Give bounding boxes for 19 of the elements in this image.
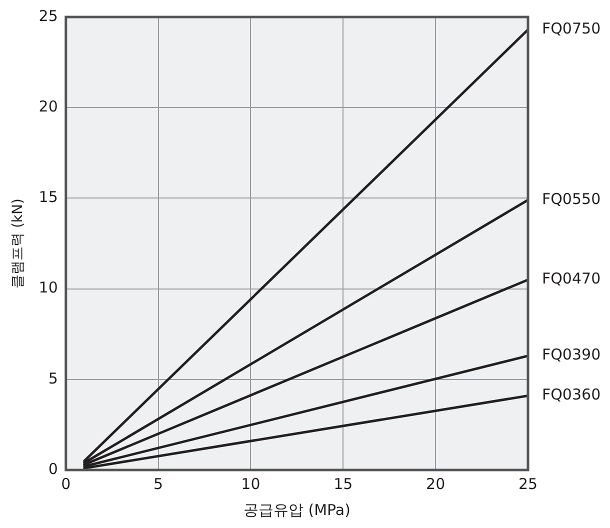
- x-axis-title: 공급유압 (MPa): [243, 500, 350, 519]
- y-tick-label: 15: [38, 188, 58, 206]
- x-tick-label: 10: [241, 474, 260, 493]
- series-label: FQ0470: [542, 270, 601, 288]
- y-axis-title: 클램프력 (kN): [10, 198, 26, 288]
- series-label: FQ0360: [542, 386, 601, 404]
- series-label: FQ0390: [542, 346, 601, 364]
- x-tick-label: 20: [426, 474, 446, 493]
- series-label: FQ0750: [542, 20, 601, 38]
- y-tick-label: 10: [38, 278, 58, 297]
- x-tick-label: 15: [334, 474, 353, 493]
- series-label: FQ0550: [542, 190, 601, 208]
- x-tick-label: 5: [154, 474, 164, 493]
- y-tick-label: 5: [48, 369, 58, 388]
- y-tick-label: 0: [48, 460, 58, 478]
- x-tick-label: 0: [61, 474, 71, 493]
- x-tick-label: 25: [518, 474, 538, 493]
- y-tick-label: 25: [38, 6, 58, 25]
- y-tick-label: 20: [38, 97, 58, 116]
